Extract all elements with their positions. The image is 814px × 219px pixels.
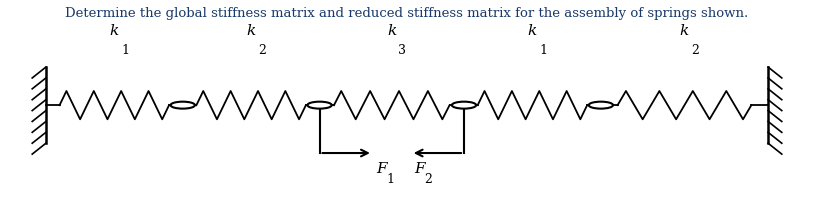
Text: k: k [527,24,537,38]
Text: 2: 2 [691,44,699,57]
Text: 2: 2 [258,44,265,57]
Circle shape [452,102,476,109]
Text: k: k [110,24,119,38]
Circle shape [308,102,332,109]
Text: 3: 3 [398,44,406,57]
Text: k: k [387,24,396,38]
Circle shape [171,102,195,109]
Text: 1: 1 [539,44,547,57]
Circle shape [589,102,613,109]
Text: k: k [247,24,256,38]
Text: 1: 1 [121,44,129,57]
Text: 1: 1 [387,173,395,186]
Text: k: k [680,24,689,38]
Text: Determine the global stiffness matrix and reduced stiffness matrix for the assem: Determine the global stiffness matrix an… [65,7,749,20]
Text: F: F [377,162,387,176]
Text: 2: 2 [424,173,432,186]
Text: F: F [414,162,425,176]
